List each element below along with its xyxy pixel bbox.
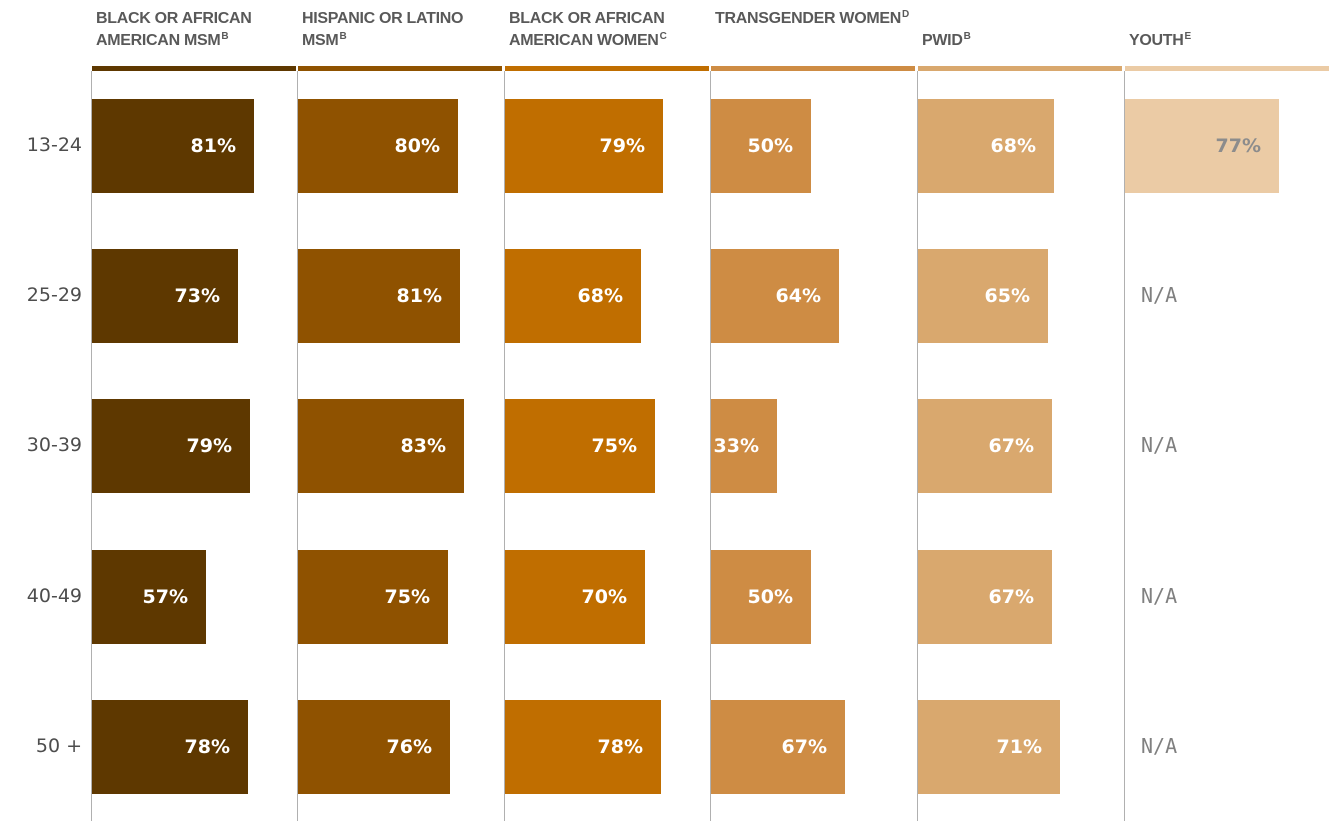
- data-bar: 75%: [298, 550, 448, 644]
- data-label: 68%: [577, 285, 623, 307]
- data-bar: 79%: [92, 399, 250, 493]
- column-header-footnote: e: [1184, 31, 1192, 42]
- data-label: 70%: [581, 586, 627, 608]
- column-separator: [504, 71, 505, 821]
- data-bar: 67%: [918, 399, 1052, 493]
- column-color-band: [505, 66, 709, 71]
- column-header-text: BLACK OR AFRICAN AMERICAN MSM: [96, 10, 252, 49]
- age-group-label: 30-39: [26, 434, 82, 456]
- age-group-label: 13-24: [26, 134, 82, 156]
- age-group-label: 25-29: [26, 284, 82, 306]
- data-label: 50%: [747, 135, 793, 157]
- column-color-band: [711, 66, 915, 71]
- data-label: 75%: [384, 586, 430, 608]
- column-header: TRANSGENDER WOMENd: [715, 8, 915, 30]
- data-label: 81%: [396, 285, 442, 307]
- data-bar: 65%: [918, 249, 1048, 343]
- column-header: PWIDb: [922, 30, 1122, 52]
- data-bar: 64%: [711, 249, 839, 343]
- column-color-band: [1125, 66, 1329, 71]
- column-header-footnote: b: [963, 31, 971, 42]
- data-label: 79%: [186, 435, 232, 457]
- data-bar: 57%: [92, 550, 206, 644]
- data-bar: 76%: [298, 700, 450, 794]
- column-header: YOUTHe: [1129, 30, 1329, 52]
- data-label: 50%: [747, 586, 793, 608]
- column-header-text: BLACK OR AFRICAN AMERICAN WOMEN: [509, 10, 665, 49]
- data-bar: 78%: [92, 700, 248, 794]
- data-label: 77%: [1215, 135, 1261, 157]
- column-header: BLACK OR AFRICAN AMERICAN MSMb: [96, 8, 296, 52]
- data-bar: 68%: [918, 99, 1054, 193]
- data-bar: 70%: [505, 550, 645, 644]
- data-label: 57%: [142, 586, 188, 608]
- not-available-label: N/A: [1141, 433, 1178, 457]
- column-header: HISPANIC OR LATINO MSMb: [302, 8, 502, 52]
- not-available-label: N/A: [1141, 734, 1178, 758]
- data-label: 78%: [184, 736, 230, 758]
- column-separator: [91, 71, 92, 821]
- column-header: BLACK OR AFRICAN AMERICAN WOMENc: [509, 8, 709, 52]
- data-label: 76%: [386, 736, 432, 758]
- data-bar: 67%: [711, 700, 845, 794]
- column-header-text: HISPANIC OR LATINO MSM: [302, 10, 464, 49]
- column-color-band: [918, 66, 1122, 71]
- data-bar: 81%: [92, 99, 254, 193]
- data-bar: 68%: [505, 249, 641, 343]
- data-bar: 33%: [711, 399, 777, 493]
- column-separator: [1124, 71, 1125, 821]
- data-label: 79%: [599, 135, 645, 157]
- column-header-footnote: b: [221, 31, 229, 42]
- not-available-label: N/A: [1141, 584, 1178, 608]
- data-bar: 67%: [918, 550, 1052, 644]
- not-available-label: N/A: [1141, 283, 1178, 307]
- data-bar: 77%: [1125, 99, 1279, 193]
- data-label: 68%: [990, 135, 1036, 157]
- data-label: 33%: [713, 435, 759, 457]
- column-header-footnote: b: [339, 31, 347, 42]
- column-separator: [917, 71, 918, 821]
- column-header-text: PWID: [922, 32, 963, 49]
- age-group-label: 40-49: [26, 585, 82, 607]
- data-bar: 83%: [298, 399, 464, 493]
- column-header-footnote: c: [659, 31, 667, 42]
- age-group-label: 50 +: [35, 735, 82, 757]
- data-label: 67%: [988, 435, 1034, 457]
- data-label: 71%: [996, 736, 1042, 758]
- column-color-band: [298, 66, 502, 71]
- data-label: 73%: [174, 285, 220, 307]
- data-label: 75%: [591, 435, 637, 457]
- column-header-footnote: d: [902, 9, 909, 20]
- data-bar: 71%: [918, 700, 1060, 794]
- data-bar: 81%: [298, 249, 460, 343]
- data-label: 78%: [597, 736, 643, 758]
- data-bar: 78%: [505, 700, 661, 794]
- data-bar: 80%: [298, 99, 458, 193]
- column-header-text: YOUTH: [1129, 32, 1184, 49]
- data-bar: 73%: [92, 249, 238, 343]
- data-label: 81%: [190, 135, 236, 157]
- data-label: 67%: [781, 736, 827, 758]
- data-label: 65%: [984, 285, 1030, 307]
- data-label: 64%: [775, 285, 821, 307]
- data-bar: 50%: [711, 550, 811, 644]
- column-header-text: TRANSGENDER WOMEN: [715, 10, 902, 27]
- data-bar: 50%: [711, 99, 811, 193]
- column-separator: [710, 71, 711, 821]
- data-label: 83%: [400, 435, 446, 457]
- column-color-band: [92, 66, 296, 71]
- data-bar: 79%: [505, 99, 663, 193]
- data-label: 67%: [988, 586, 1034, 608]
- column-separator: [297, 71, 298, 821]
- data-bar: 75%: [505, 399, 655, 493]
- data-label: 80%: [394, 135, 440, 157]
